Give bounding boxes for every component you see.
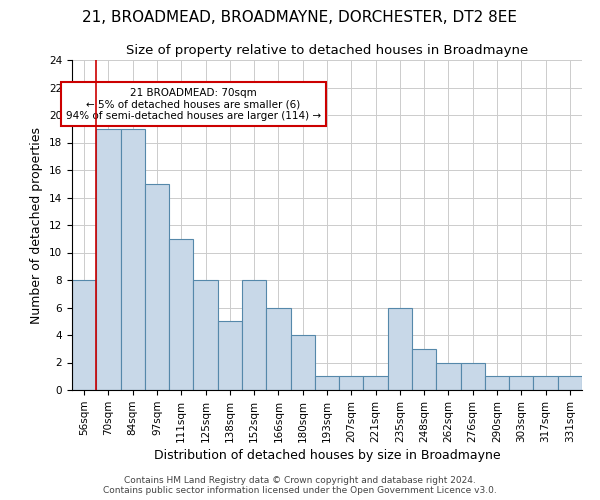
Bar	[412, 349, 436, 390]
Bar	[96, 128, 121, 390]
Y-axis label: Number of detached properties: Number of detached properties	[31, 126, 43, 324]
Bar	[436, 362, 461, 390]
Bar	[315, 376, 339, 390]
Bar	[388, 308, 412, 390]
Bar	[121, 128, 145, 390]
Bar	[218, 322, 242, 390]
Text: Contains HM Land Registry data © Crown copyright and database right 2024.
Contai: Contains HM Land Registry data © Crown c…	[103, 476, 497, 495]
Bar	[558, 376, 582, 390]
Bar	[72, 280, 96, 390]
Bar	[461, 362, 485, 390]
Bar	[193, 280, 218, 390]
Bar	[266, 308, 290, 390]
Bar	[339, 376, 364, 390]
Bar	[242, 280, 266, 390]
Bar	[485, 376, 509, 390]
Bar	[169, 239, 193, 390]
Title: Size of property relative to detached houses in Broadmayne: Size of property relative to detached ho…	[126, 44, 528, 58]
Text: 21, BROADMEAD, BROADMAYNE, DORCHESTER, DT2 8EE: 21, BROADMEAD, BROADMAYNE, DORCHESTER, D…	[83, 10, 517, 25]
Bar	[509, 376, 533, 390]
Bar	[533, 376, 558, 390]
Bar	[290, 335, 315, 390]
Bar	[145, 184, 169, 390]
X-axis label: Distribution of detached houses by size in Broadmayne: Distribution of detached houses by size …	[154, 449, 500, 462]
Bar	[364, 376, 388, 390]
Text: 21 BROADMEAD: 70sqm
← 5% of detached houses are smaller (6)
94% of semi-detached: 21 BROADMEAD: 70sqm ← 5% of detached hou…	[66, 88, 321, 120]
